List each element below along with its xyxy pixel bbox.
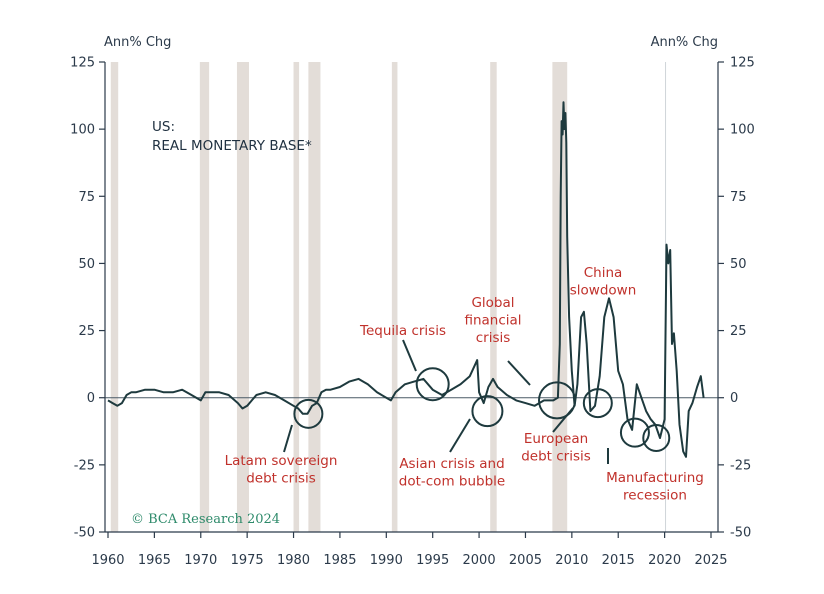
y-tick-label-right-7: -50 <box>730 526 751 541</box>
x-tick-label-5: 1985 <box>323 553 356 568</box>
watermark: © BCA Research 2024 <box>131 512 280 527</box>
leader-line-2 <box>449 418 471 453</box>
annotation-5-line-1: debt crisis <box>521 449 591 465</box>
x-tick-label-12: 2020 <box>648 553 681 568</box>
annotation-6-line-1: recession <box>623 488 687 504</box>
recession-band-3 <box>293 62 300 532</box>
x-tick-label-1: 1965 <box>138 553 171 568</box>
recession-band-0 <box>110 62 119 532</box>
x-tick-label-11: 2015 <box>602 553 635 568</box>
x-tick-label-7: 1995 <box>416 553 449 568</box>
highlight-circle-6 <box>642 424 671 452</box>
annotation-6-line-0: Manufacturing <box>606 470 704 486</box>
right-axis-unit: Ann% Chg <box>651 35 718 50</box>
y-tick-label-left-6: -25 <box>74 458 95 473</box>
annotation-0-line-0: Latam sovereign <box>225 453 338 469</box>
x-tick-label-9: 2005 <box>509 553 542 568</box>
y-tick-label-left-7: -50 <box>74 526 95 541</box>
annotation-2-line-1: dot-com bubble <box>399 474 505 490</box>
recession-band-2 <box>236 62 250 532</box>
annotation-3-line-0: Global <box>471 295 514 311</box>
x-tick-label-8: 2000 <box>463 553 496 568</box>
x-tick-label-2: 1970 <box>184 553 217 568</box>
y-tick-label-left-5: 0 <box>87 391 95 406</box>
recession-band-5 <box>391 62 398 532</box>
x-tick-label-0: 1960 <box>91 553 124 568</box>
y-tick-label-right-2: 75 <box>730 190 747 205</box>
leader-line-3 <box>507 360 531 386</box>
y-tick-label-right-0: 125 <box>730 56 755 71</box>
highlight-circle-4 <box>582 388 613 419</box>
annotation-4-line-1: slowdown <box>570 283 637 299</box>
x-tick-label-3: 1975 <box>231 553 264 568</box>
y-tick-label-left-2: 75 <box>78 190 95 205</box>
y-tick-label-left-0: 125 <box>70 56 95 71</box>
y-tick-label-right-5: 0 <box>730 391 738 406</box>
leader-line-4 <box>552 407 574 433</box>
highlight-circle-2 <box>471 395 504 428</box>
y-tick-label-left-3: 50 <box>78 257 95 272</box>
recession-band-4 <box>308 62 321 532</box>
highlight-circle-1 <box>415 367 450 402</box>
annotation-4-line-0: China <box>584 265 623 281</box>
y-tick-label-right-4: 25 <box>730 324 747 339</box>
annotation-2-line-0: Asian crisis and <box>399 456 504 472</box>
y-tick-label-right-3: 50 <box>730 257 747 272</box>
x-tick-label-4: 1980 <box>277 553 310 568</box>
annotation-0-line-1: debt crisis <box>246 471 316 487</box>
x-tick-label-13: 2025 <box>694 553 727 568</box>
annotation-1-line-0: Tequila crisis <box>359 323 446 339</box>
chart-title-line-1: US: <box>152 119 175 135</box>
y-tick-label-right-6: -25 <box>730 458 751 473</box>
annotation-3-line-1: financial <box>464 313 521 329</box>
y-tick-label-right-1: 100 <box>730 123 755 138</box>
x-tick-label-6: 1990 <box>370 553 403 568</box>
highlight-circle-0 <box>293 398 324 429</box>
annotation-5-line-0: European <box>524 431 588 447</box>
annotation-3-line-2: crisis <box>476 330 511 346</box>
y-tick-label-left-4: 25 <box>78 324 95 339</box>
left-axis-unit: Ann% Chg <box>104 35 171 50</box>
series-line-0 <box>107 101 705 458</box>
x-tick-label-10: 2010 <box>555 553 588 568</box>
highlight-circle-5 <box>619 417 650 448</box>
y-tick-label-left-1: 100 <box>70 123 95 138</box>
leader-line-0 <box>283 424 293 453</box>
leader-line-1 <box>402 339 417 372</box>
recession-band-1 <box>199 62 210 532</box>
highlight-circle-3 <box>538 381 577 420</box>
chart-title-line-2: REAL MONETARY BASE* <box>152 138 312 154</box>
recession-band-6 <box>490 62 497 532</box>
